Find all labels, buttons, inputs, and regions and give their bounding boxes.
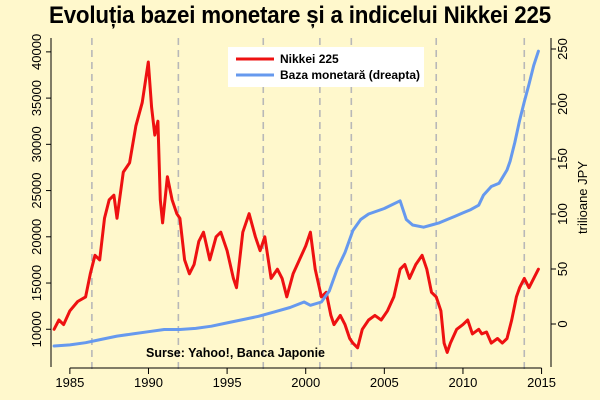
left-axis-tick-label: 40000 (29, 34, 44, 70)
left-axis-tick-label: 20000 (29, 219, 44, 255)
legend-box (228, 47, 424, 87)
x-axis-tick-label: 2010 (448, 375, 477, 390)
right-axis-tick-label: 200 (555, 93, 570, 115)
x-axis-tick-label: 2015 (527, 375, 556, 390)
x-axis-tick-label: 1990 (134, 375, 163, 390)
x-axis-tick-label: 1985 (55, 375, 84, 390)
series-layer (52, 49, 540, 354)
right-axis-tick-label: 250 (555, 38, 570, 60)
gridline-layer (91, 38, 526, 369)
left-axis-tick-label: 30000 (29, 126, 44, 162)
right-axis-tick-label: 100 (555, 203, 570, 225)
right-axis-tick-label: 150 (555, 148, 570, 170)
legend-label: Nikkei 225 (280, 52, 339, 66)
left-axis-tick-label: 10000 (29, 311, 44, 347)
source-note: Surse: Yahoo!, Banca Japonie (146, 346, 325, 360)
x-axis-tick-label: 2000 (291, 375, 320, 390)
monetary-base-line (52, 49, 540, 348)
x-axis-tick-label: 1995 (213, 375, 242, 390)
legend-label: Baza monetară (dreapta) (280, 68, 420, 82)
right-axis-tick-label: 50 (555, 262, 570, 276)
left-axis-tick-label: 25000 (29, 172, 44, 208)
left-axis-tick-label: 15000 (29, 265, 44, 301)
right-axis-label: trilioane JPY (575, 161, 590, 234)
x-axis-tick-label: 2005 (370, 375, 399, 390)
nikkei-line (52, 60, 540, 354)
right-axis-tick-label: 0 (555, 320, 570, 327)
axes-layer: 1985 1990 1995 2000 2005 2010 2015100001500020… (29, 34, 590, 390)
legend: Nikkei 225 Baza monetară (dreapta) (228, 47, 424, 87)
left-axis-tick-label: 35000 (29, 80, 44, 116)
chart-title: Evoluția bazei monetare și a indicelui N… (49, 2, 551, 29)
